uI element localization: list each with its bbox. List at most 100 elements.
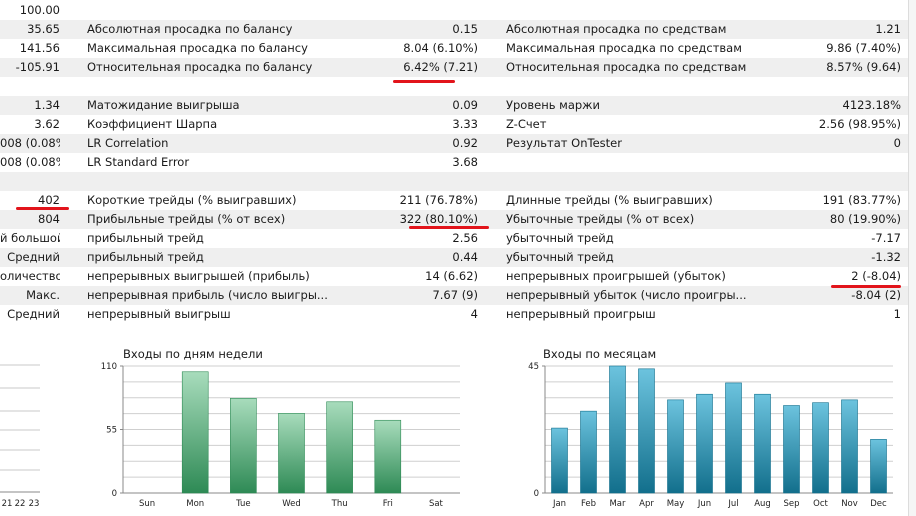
stats-row: 141.56 Максимальная просадка по балансу 8.… [0, 39, 908, 58]
stats-row: 402 Короткие трейды (% выигравших) 211 (76… [0, 191, 908, 210]
x-tick-label: Jan [552, 499, 566, 509]
left-value: 100.00 [19, 3, 60, 17]
right-stat-value: 2.56 (98.95%) [818, 117, 901, 131]
bar-jan [551, 427, 568, 494]
bar-dec [870, 439, 887, 494]
bar-wed [278, 413, 305, 494]
bar-oct [812, 402, 829, 494]
y-tick-label: 55 [106, 426, 117, 436]
left-stat-value: 4 [470, 307, 478, 321]
left-label: Коэффициент Шарпа [87, 117, 218, 131]
x-tick-label: Mon [186, 499, 204, 509]
highlight-underline [831, 285, 901, 288]
left-value: Средний [7, 250, 60, 264]
bar-thu [326, 401, 353, 494]
x-tick-label: Oct [813, 499, 828, 509]
right-label: убыточный трейд [506, 250, 614, 264]
right-label: Z-Счет [506, 117, 547, 131]
left-stat-value: 0.15 [452, 22, 478, 36]
left-stat-value: 0.09 [452, 98, 478, 112]
left-label: прибыльный трейд [87, 231, 204, 245]
x-tick-label: Sat [429, 499, 444, 509]
y-tick-label: 0 [112, 489, 117, 499]
left-stat-value: 211 (76.78%) [399, 193, 478, 207]
right-stat-value: 80 (19.90%) [829, 212, 901, 226]
left-stat-value: 8.04 (6.10%) [403, 41, 478, 55]
highlight-underline [393, 80, 455, 83]
x-tick-label: Feb [581, 499, 596, 509]
stats-row: -105.91 Относительная просадка по балансу… [0, 58, 908, 77]
x-tick-label: Jun [697, 499, 711, 509]
bar-mar [609, 365, 626, 494]
stats-row: 35.65 Абсолютная просадка по балансу 0.15 А… [0, 20, 908, 39]
right-label: Длинные трейды (% выигравших) [506, 193, 713, 207]
right-stat-value: 0 [893, 136, 901, 150]
left-label: прибыльный трейд [87, 250, 204, 264]
bar-jul [725, 382, 742, 494]
stats-row [0, 172, 908, 191]
x-tick-label: Aug [754, 499, 771, 509]
left-value: 35.65 [27, 22, 60, 36]
stats-row: 008 (0.08%) LR Standard Error 3.68 [0, 153, 908, 172]
left-stat-value: 7.67 (9) [432, 288, 478, 302]
y-tick-label: 0 [534, 489, 539, 499]
left-stat-value: 2.56 [452, 231, 478, 245]
right-label: Максимальная просадка по средствам [506, 41, 742, 55]
left-label: Относительная просадка по балансу [87, 60, 313, 74]
left-value: 1.34 [34, 98, 60, 112]
left-label: Максимальная просадка по балансу [87, 41, 308, 55]
month-chart-title: Входы по месяцам [543, 347, 657, 361]
stats-row: 1.34 Матожидание выигрыша 0.09 Уровень марж… [0, 96, 908, 115]
right-stat-value: 191 (83.77%) [822, 193, 901, 207]
right-stat-value: -7.17 [871, 231, 901, 245]
left-stat-value: 6.42% (7.21) [403, 60, 478, 74]
bar-sep [783, 405, 800, 494]
vertical-scrollbar[interactable] [908, 0, 916, 516]
left-gridlines [0, 364, 40, 493]
left-label: непрерывная прибыль (число выигры... [87, 288, 328, 302]
left-label: Прибыльные трейды (% от всех) [87, 212, 286, 226]
left-value: 141.56 [19, 41, 60, 55]
x-tick-label: Tue [235, 499, 251, 509]
left-value: 3.62 [34, 117, 60, 131]
stats-row: 804 Прибыльные трейды (% от всех) 322 (80.… [0, 210, 908, 229]
bar-nov [841, 399, 858, 494]
stats-row: Средний непрерывный выигрыш 4 непрерывный п… [0, 305, 908, 324]
left-stat-value: 3.33 [452, 117, 478, 131]
left-value: -105.91 [15, 60, 60, 74]
x-tick-label: Thu [331, 499, 348, 509]
highlight-underline [16, 207, 69, 210]
right-label: убыточный трейд [506, 231, 614, 245]
right-stat-value: 1.21 [875, 22, 901, 36]
highlight-underline [409, 226, 489, 229]
right-label: непрерывных проигрышей (убыток) [506, 269, 726, 283]
stats-row: 008 (0.08%) LR Correlation 0.92 Результат O… [0, 134, 908, 153]
bar-apr [638, 368, 655, 494]
right-stat-value: 2 (-8.04) [851, 269, 901, 283]
left-stat-value: 0.44 [452, 250, 478, 264]
right-label: непрерывный проигрыш [506, 307, 656, 321]
left-value: оличество [0, 269, 60, 283]
x-tick-label: Nov [841, 499, 858, 509]
left-stat-value: 3.68 [452, 155, 478, 169]
stats-row: 3.62 Коэффициент Шарпа 3.33 Z-Счет 2.56 (98.… [0, 115, 908, 134]
x-tick-label: Apr [639, 499, 654, 509]
x-tick-label: Dec [870, 499, 887, 509]
bar-feb [580, 410, 597, 494]
left-label: Короткие трейды (% выигравших) [87, 193, 297, 207]
y-tick-label: 110 [101, 362, 117, 372]
right-label: Относительная просадка по средствам [506, 60, 747, 74]
right-stat-value: 9.86 (7.40%) [826, 41, 901, 55]
stats-row: 100.00 [0, 1, 908, 20]
bar-aug [754, 393, 771, 494]
left-label: Абсолютная просадка по балансу [87, 22, 293, 36]
left-label: LR Standard Error [87, 155, 190, 169]
left-stat-value: 0.92 [452, 136, 478, 150]
left-value: й большой [0, 231, 60, 245]
right-label: Уровень маржи [506, 98, 601, 112]
left-stat-value: 14 (6.62) [425, 269, 478, 283]
weekday-chart-title: Входы по дням недели [123, 347, 263, 361]
right-stat-value: 4123.18% [842, 98, 901, 112]
